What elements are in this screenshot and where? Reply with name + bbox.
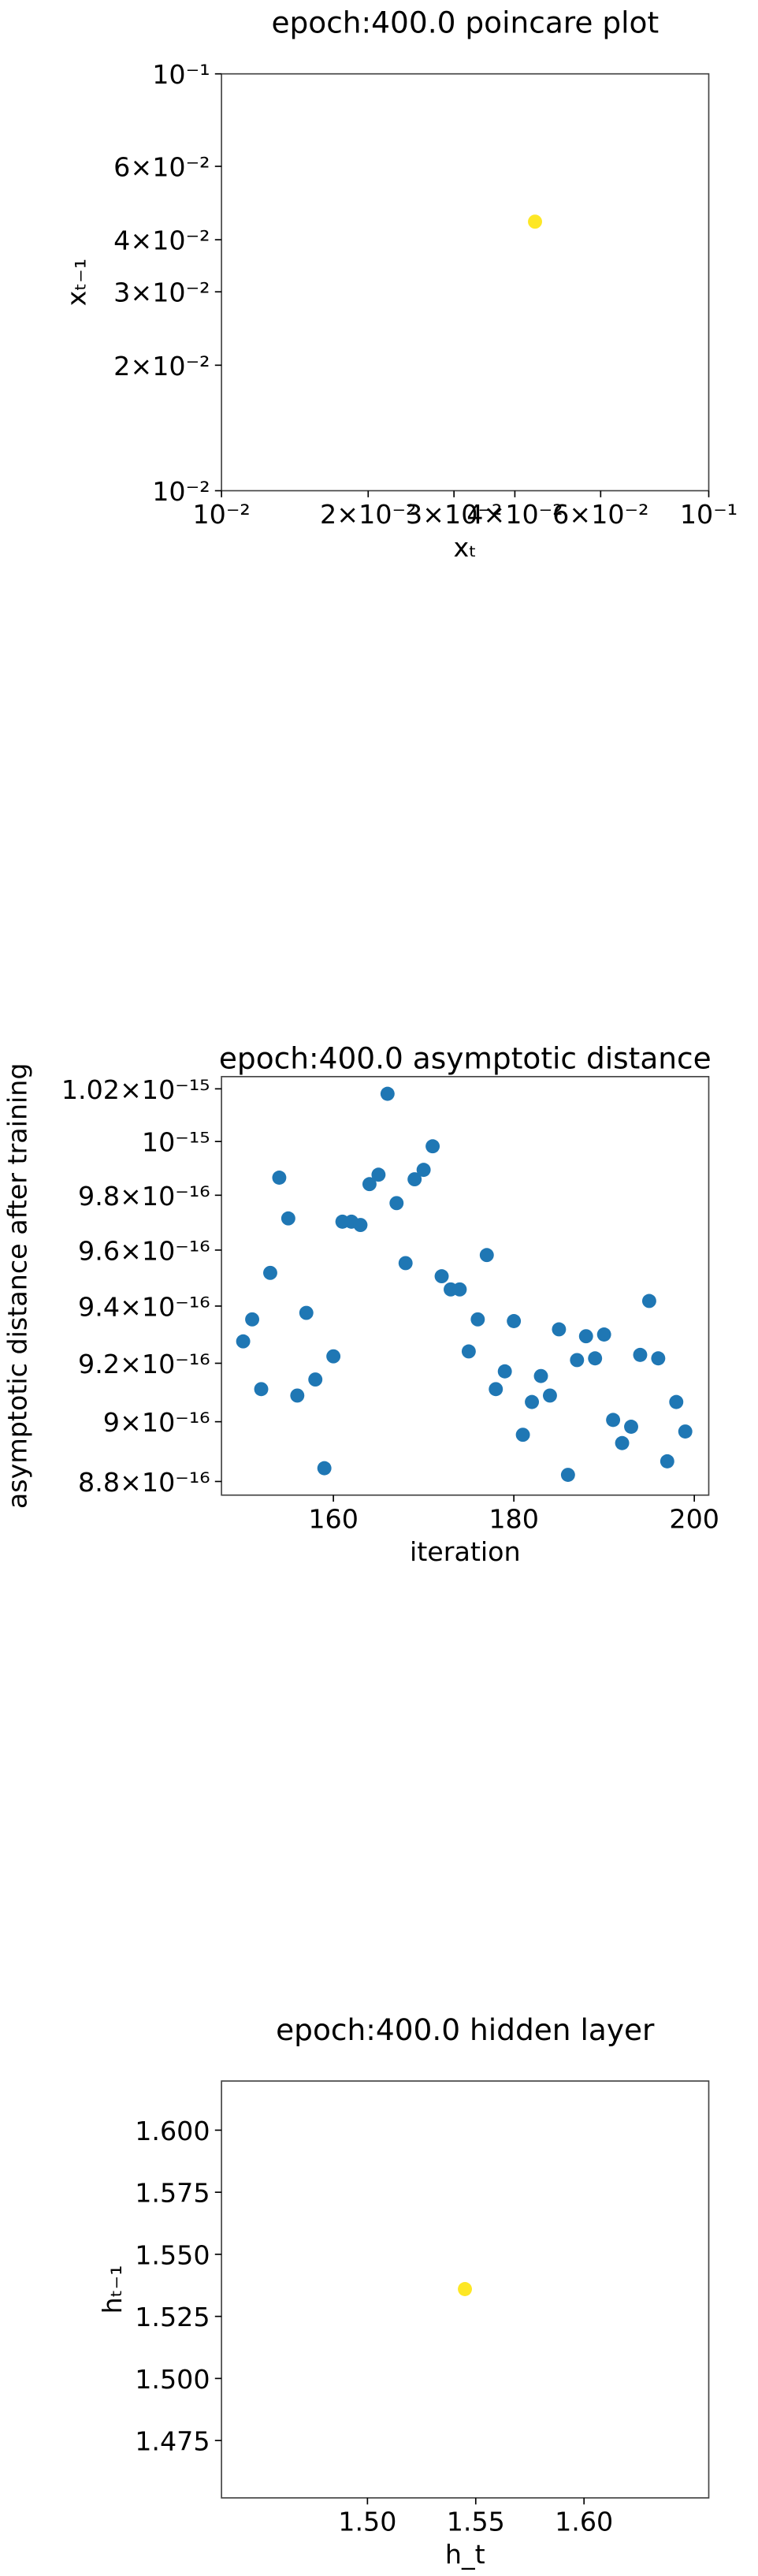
- point: [533, 1368, 548, 1383]
- point: [651, 1351, 666, 1366]
- point: [470, 1312, 485, 1327]
- point: [362, 1177, 377, 1192]
- point: [489, 1382, 503, 1397]
- point: [552, 1322, 567, 1337]
- y-tick-label: 9.6×10⁻¹⁶: [78, 1235, 210, 1266]
- plot-area: [221, 2080, 710, 2499]
- y-tick-label: 10⁻²: [152, 476, 210, 507]
- point: [633, 1347, 648, 1362]
- y-tick-label: 6×10⁻²: [113, 152, 210, 183]
- y-tick-label: 9×10⁻¹⁶: [103, 1407, 210, 1438]
- point: [308, 1372, 323, 1387]
- plot-area: [221, 73, 710, 492]
- point: [641, 1294, 656, 1308]
- y-tick-label: 10⁻¹: [152, 59, 210, 90]
- y-tick-label: 2×10⁻²: [113, 351, 210, 382]
- y-axis-label: xₜ₋₁: [61, 259, 91, 306]
- y-tick-label: 1.525: [135, 2302, 210, 2332]
- point: [624, 1420, 638, 1434]
- y-tick-label: 9.2×10⁻¹⁶: [78, 1349, 210, 1379]
- point: [290, 1388, 305, 1403]
- point: [317, 1461, 332, 1476]
- x-tick-label: 2×10⁻²: [320, 499, 416, 530]
- point: [528, 214, 542, 229]
- y-tick-label: 1.550: [135, 2239, 210, 2270]
- point: [669, 1394, 684, 1409]
- y-axis-label: asymptotic distance after training: [2, 1063, 32, 1509]
- point: [542, 1388, 557, 1403]
- x-tick-label: 3×10⁻²: [406, 499, 502, 530]
- point: [236, 1334, 251, 1349]
- point: [479, 1248, 494, 1263]
- point: [299, 1305, 314, 1320]
- point: [407, 1172, 422, 1187]
- point: [507, 1314, 522, 1328]
- x-tick-label: 10⁻²: [192, 499, 250, 530]
- point: [578, 1329, 593, 1344]
- point: [254, 1382, 269, 1397]
- point: [416, 1163, 431, 1178]
- point: [281, 1211, 295, 1226]
- y-tick-label: 1.02×10⁻¹⁵: [61, 1074, 210, 1105]
- point: [434, 1269, 449, 1284]
- point: [588, 1351, 603, 1366]
- point: [596, 1327, 611, 1342]
- x-tick-label: 1.60: [555, 2507, 613, 2537]
- y-tick-label: 10⁻¹⁵: [142, 1127, 210, 1158]
- x-axis-label: h_t: [445, 2539, 485, 2570]
- plot-area: [221, 1075, 710, 1496]
- point: [458, 2282, 472, 2296]
- point: [515, 1428, 530, 1442]
- y-tick-label: 4×10⁻²: [113, 225, 210, 256]
- point: [389, 1196, 404, 1211]
- x-tick-label: 180: [489, 1503, 539, 1534]
- x-axis-label: iteration: [410, 1536, 521, 1567]
- point: [452, 1282, 467, 1297]
- y-tick-label: 9.8×10⁻¹⁶: [78, 1181, 210, 1212]
- x-tick-label: 160: [308, 1503, 359, 1534]
- x-tick-label: 4×10⁻²: [466, 499, 563, 530]
- y-tick-label: 1.475: [135, 2426, 210, 2457]
- chart-title: epoch:400.0 poincare plot: [271, 6, 659, 40]
- point: [525, 1394, 540, 1409]
- point: [497, 1364, 512, 1379]
- chart-title: epoch:400.0 asymptotic distance: [219, 1040, 712, 1075]
- point: [425, 1139, 440, 1154]
- point: [660, 1454, 674, 1469]
- point: [263, 1265, 277, 1280]
- y-axis-label: hₜ₋₁: [97, 2265, 128, 2314]
- point: [560, 1468, 575, 1482]
- point: [371, 1167, 386, 1182]
- point: [380, 1086, 395, 1101]
- y-tick-label: 1.600: [135, 2116, 210, 2146]
- point: [326, 1349, 341, 1364]
- point: [461, 1344, 476, 1359]
- y-tick-label: 9.4×10⁻¹⁶: [78, 1291, 210, 1322]
- y-tick-label: 8.8×10⁻¹⁶: [78, 1467, 210, 1498]
- x-tick-label: 1.55: [447, 2507, 505, 2537]
- point: [272, 1171, 287, 1185]
- point: [353, 1218, 368, 1233]
- point: [398, 1256, 413, 1271]
- x-tick-label: 1.50: [338, 2507, 396, 2537]
- x-tick-label: 10⁻¹: [680, 499, 738, 530]
- point: [570, 1353, 585, 1368]
- point: [606, 1413, 621, 1428]
- chart-title: epoch:400.0 hidden layer: [276, 2012, 655, 2047]
- point: [615, 1435, 630, 1450]
- x-tick-label: 200: [669, 1503, 719, 1534]
- y-tick-label: 1.500: [135, 2364, 210, 2395]
- x-tick-label: 6×10⁻²: [552, 499, 648, 530]
- point: [245, 1312, 260, 1327]
- y-tick-label: 1.575: [135, 2178, 210, 2209]
- y-tick-label: 3×10⁻²: [113, 277, 210, 308]
- point: [678, 1424, 693, 1439]
- x-axis-label: xₜ: [454, 532, 477, 563]
